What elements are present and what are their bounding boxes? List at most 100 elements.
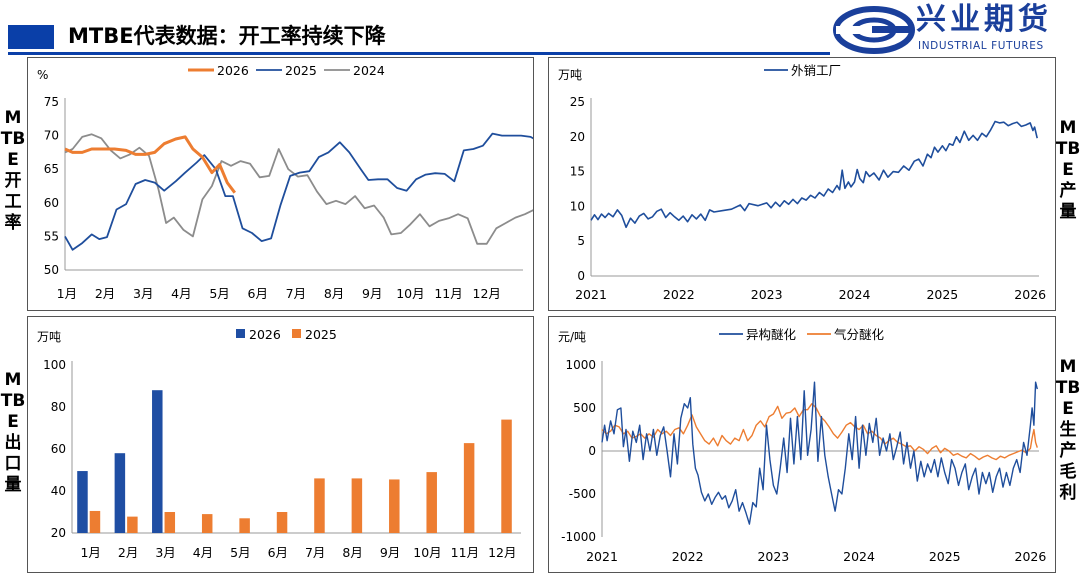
panel-exports: 万吨 20 40 60 80 100 1月 2月 3月 4月 5月 6月 7月 8月 9月 10月 11月 1… — [27, 316, 534, 573]
x-axis: 2021 2022 2023 2024 2025 2026 — [575, 287, 1046, 302]
legend-swatch — [292, 329, 301, 338]
x-tick-label: 7月 — [286, 286, 306, 301]
company-logo-icon — [833, 6, 915, 54]
x-axis: 1月 2月 3月 4月 5月 6月 7月 8月 9月 10月 11月 12月 — [80, 545, 516, 560]
x-tick-label: 2026 — [1015, 549, 1047, 564]
unit-label: % — [37, 68, 48, 82]
page-title: MTBE代表数据：开工率持续下降 — [68, 24, 386, 48]
legend-label: 异构醚化 — [746, 327, 797, 342]
title-underline — [8, 52, 830, 55]
y-tick-label: 0 — [577, 269, 585, 283]
x-tick-label: 11月 — [451, 545, 479, 560]
side-label-operating-rate: MTBE开工率 — [0, 108, 26, 233]
y-tick-label: 70 — [44, 129, 59, 143]
x-tick-label: 12月 — [473, 286, 501, 301]
x-tick-label: 4月 — [193, 545, 213, 560]
x-tick-label: 9月 — [362, 286, 382, 301]
bar-2025 — [426, 472, 437, 533]
unit-label: 万吨 — [558, 68, 582, 82]
x-tick-label: 12月 — [488, 545, 516, 560]
y-tick-label: -500 — [569, 487, 596, 501]
y-tick-label: 1000 — [565, 358, 596, 372]
series-line-2025 — [64, 132, 551, 251]
unit-label: 万吨 — [37, 330, 61, 344]
y-tick-label: 80 — [51, 400, 66, 414]
y-tick-label: 25 — [570, 95, 585, 109]
bar-2025 — [389, 479, 400, 533]
plot-area — [64, 132, 551, 251]
side-label-exports: MTBE出口量 — [0, 370, 26, 495]
legend-label: 2024 — [353, 63, 385, 78]
y-tick-label: 5 — [577, 234, 585, 248]
x-axis: 2021 2022 2023 2024 2025 2026 — [586, 549, 1046, 564]
x-tick-label: 2024 — [843, 549, 875, 564]
y-axis: 0 5 10 15 20 25 — [570, 95, 1039, 283]
bar-2026 — [152, 390, 163, 533]
y-tick-label: 500 — [573, 401, 596, 415]
side-label-production: MTBE产量 — [1055, 118, 1080, 222]
x-tick-label: 10月 — [396, 286, 424, 301]
x-tick-label: 4月 — [171, 286, 191, 301]
y-tick-label: 10 — [570, 199, 585, 213]
legend-swatch — [236, 329, 245, 338]
x-tick-label: 2021 — [586, 549, 618, 564]
bar-2025 — [127, 516, 138, 533]
y-tick-label: 100 — [43, 358, 66, 372]
x-tick-label: 10月 — [413, 545, 441, 560]
x-tick-label: 1月 — [57, 286, 77, 301]
x-tick-label: 5月 — [209, 286, 229, 301]
x-tick-label: 2026 — [1014, 287, 1046, 302]
legend: 2026 2025 — [236, 327, 337, 342]
y-axis: -1000 -500 0 500 1000 — [561, 358, 1039, 544]
side-label-margin: MTBE生产毛利 — [1055, 357, 1080, 503]
series-line-外销工厂 — [590, 120, 1038, 229]
x-tick-label: 8月 — [324, 286, 344, 301]
logo-english-name: INDUSTRIAL FUTURES — [918, 40, 1044, 52]
legend-label: 2026 — [249, 327, 281, 342]
series-line-异构醚化 — [601, 381, 1038, 525]
x-tick-label: 2021 — [575, 287, 607, 302]
panel-operating-rate: % 50 55 60 65 70 75 1月 2月 3月 4月 5月 6月 7月 8月 9月 10月 11月 1… — [27, 57, 551, 311]
x-tick-label: 2025 — [929, 549, 961, 564]
legend: 2026 2025 2024 — [188, 63, 385, 78]
plot-area — [77, 390, 512, 533]
legend-label: 2025 — [285, 63, 317, 78]
bar-2026 — [77, 471, 88, 533]
series-line-2024 — [64, 133, 543, 245]
legend-label: 2025 — [305, 327, 337, 342]
y-tick-label: 50 — [44, 263, 59, 277]
unit-label: 元/吨 — [558, 330, 586, 344]
y-axis: 20 40 60 80 100 — [43, 358, 521, 540]
legend-label: 2026 — [217, 63, 249, 78]
title-accent-bar — [8, 25, 54, 49]
series-line-气分醚化 — [601, 403, 1038, 461]
x-tick-label: 2022 — [663, 287, 695, 302]
logo-chinese-name: 兴业期货 — [916, 2, 1052, 37]
panel-production: 万吨 0 5 10 15 20 25 2021 2022 2023 2024 2025 2026 外… — [548, 57, 1056, 311]
x-axis: 1月 2月 3月 4月 5月 6月 7月 8月 9月 10月 11月 12月 — [57, 286, 501, 301]
y-axis: 50 55 60 65 70 75 — [44, 95, 523, 277]
bar-2025 — [351, 478, 363, 533]
series-line-2026 — [64, 135, 236, 194]
x-tick-label: 6月 — [248, 286, 268, 301]
x-tick-label: 2023 — [751, 287, 783, 302]
x-tick-label: 7月 — [305, 545, 325, 560]
x-tick-label: 6月 — [268, 545, 288, 560]
y-tick-label: 60 — [51, 442, 66, 456]
x-tick-label: 11月 — [434, 286, 462, 301]
x-tick-label: 3月 — [133, 286, 153, 301]
legend: 外销工厂 — [764, 63, 841, 78]
legend: 异构醚化 气分醚化 — [719, 327, 885, 342]
legend-label: 气分醚化 — [834, 327, 885, 342]
x-tick-label: 1月 — [80, 545, 100, 560]
bar-2025 — [201, 514, 213, 533]
x-tick-label: 3月 — [155, 545, 175, 560]
bar-2025 — [239, 518, 250, 533]
y-tick-label: 75 — [44, 95, 59, 109]
plot-area — [601, 381, 1038, 525]
y-tick-label: 20 — [570, 130, 585, 144]
